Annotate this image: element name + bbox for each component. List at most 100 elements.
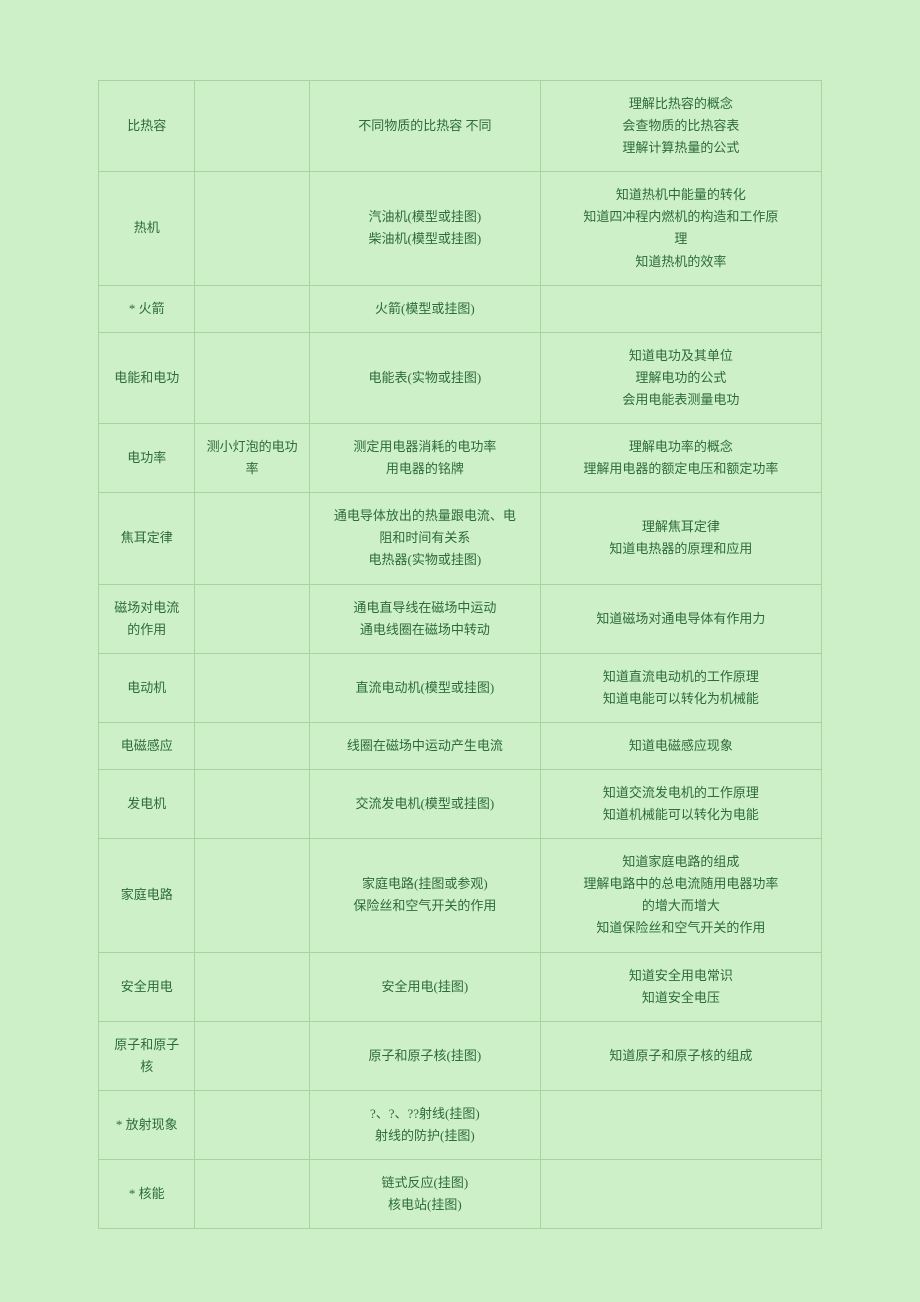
cell-text: 阻和时间有关系 [316,527,534,549]
table-cell-col2 [195,584,309,653]
table-cell-col4 [540,1090,821,1159]
cell-text: 热机 [105,217,188,239]
table-cell-col4: 理解焦耳定律知道电热器的原理和应用 [540,493,821,584]
table-row: 热机汽油机(模型或挂图)柴油机(模型或挂图)知道热机中能量的转化知道四冲程内燃机… [99,172,822,285]
table-cell-col1: 电磁感应 [99,722,195,769]
cell-text: 知道直流电动机的工作原理 [547,666,815,688]
cell-text: 知道热机的效率 [547,251,815,273]
cell-text: 交流发电机(模型或挂图) [316,793,534,815]
table-row: 电能和电功电能表(实物或挂图)知道电功及其单位理解电功的公式会用电能表测量电功 [99,332,822,423]
table-cell-col1: 家庭电路 [99,839,195,952]
cell-text: 汽油机(模型或挂图) [316,206,534,228]
table-cell-col4: 知道交流发电机的工作原理知道机械能可以转化为电能 [540,769,821,838]
table-cell-col1: * 火箭 [99,285,195,332]
table-body: 比热容不同物质的比热容 不同理解比热容的概念会查物质的比热容表理解计算热量的公式… [99,81,822,1229]
cell-text: * 火箭 [105,298,188,320]
cell-text: 发电机 [105,793,188,815]
cell-text: * 核能 [105,1183,188,1205]
table-cell-col4: 知道直流电动机的工作原理知道电能可以转化为机械能 [540,653,821,722]
cell-text: 的增大而增大 [547,895,815,917]
table-cell-col3: 通电导体放出的热量跟电流、电阻和时间有关系电热器(实物或挂图) [309,493,540,584]
cell-text: 不同物质的比热容 不同 [316,115,534,137]
table-row: * 放射现象 ?、?、??射线(挂图)射线的防护(挂图) [99,1090,822,1159]
table-cell-col2 [195,1090,309,1159]
table-cell-col4 [540,285,821,332]
cell-text: 通电导体放出的热量跟电流、电 [316,505,534,527]
table-row: 发电机 交流发电机(模型或挂图) 知道交流发电机的工作原理知道机械能可以转化为电能 [99,769,822,838]
cell-text: 链式反应(挂图) [316,1172,534,1194]
cell-text: 理解用电器的额定电压和额定功率 [547,458,815,480]
cell-text: 知道原子和原子核的组成 [547,1045,815,1067]
cell-text: 知道四冲程内燃机的构造和工作原 [547,206,815,228]
table-cell-col2 [195,769,309,838]
cell-text: 知道电功及其单位 [547,345,815,367]
table-cell-col4: 知道原子和原子核的组成 [540,1021,821,1090]
table-cell-col3: 汽油机(模型或挂图)柴油机(模型或挂图) [309,172,540,285]
cell-text: 磁场对电流 [105,597,188,619]
cell-text: 测小灯泡的电功率 [201,436,302,480]
table-cell-col1: 电能和电功 [99,332,195,423]
table-cell-col2 [195,722,309,769]
table-row: 电磁感应 线圈在磁场中运动产生电流知道电磁感应现象 [99,722,822,769]
table-cell-col2 [195,285,309,332]
table-cell-col2 [195,493,309,584]
table-cell-col4: 知道磁场对通电导体有作用力 [540,584,821,653]
table-cell-col3: 线圈在磁场中运动产生电流 [309,722,540,769]
table-row: 原子和原子核原子和原子核(挂图)知道原子和原子核的组成 [99,1021,822,1090]
cell-text: 安全用电(挂图) [316,976,534,998]
table-cell-col4: 知道安全用电常识知道安全电压 [540,952,821,1021]
table-cell-col1: 电动机 [99,653,195,722]
cell-text: 理解焦耳定律 [547,516,815,538]
table-cell-col3: 链式反应(挂图)核电站(挂图) [309,1160,540,1229]
cell-text: 核 [105,1056,188,1078]
table-cell-col4: 知道热机中能量的转化知道四冲程内燃机的构造和工作原理知道热机的效率 [540,172,821,285]
table-cell-col2 [195,839,309,952]
cell-text: 会用电能表测量电功 [547,389,815,411]
cell-text: ?、?、??射线(挂图) [316,1103,534,1125]
cell-text: 理 [547,228,815,250]
table-cell-col2: 测小灯泡的电功率 [195,424,309,493]
table-cell-col4 [540,1160,821,1229]
cell-text: 知道保险丝和空气开关的作用 [547,917,815,939]
cell-text: 射线的防护(挂图) [316,1125,534,1147]
table-row: * 核能 链式反应(挂图)核电站(挂图) [99,1160,822,1229]
cell-text: 比热容 [105,115,188,137]
cell-text: 知道安全电压 [547,987,815,1009]
cell-text: 知道交流发电机的工作原理 [547,782,815,804]
cell-text: 电动机 [105,677,188,699]
cell-text: 知道电磁感应现象 [547,735,815,757]
cell-text: * 放射现象 [105,1114,188,1136]
cell-text: 测定用电器消耗的电功率 [316,436,534,458]
table-cell-col2 [195,952,309,1021]
table-row: 焦耳定律通电导体放出的热量跟电流、电阻和时间有关系电热器(实物或挂图)理解焦耳定… [99,493,822,584]
table-cell-col1: 磁场对电流的作用 [99,584,195,653]
table-row: 安全用电 安全用电(挂图) 知道安全用电常识知道安全电压 [99,952,822,1021]
table-cell-col3: 不同物质的比热容 不同 [309,81,540,172]
table-cell-col4: 知道家庭电路的组成理解电路中的总电流随用电器功率的增大而增大知道保险丝和空气开关… [540,839,821,952]
physics-curriculum-table: 比热容不同物质的比热容 不同理解比热容的概念会查物质的比热容表理解计算热量的公式… [98,80,822,1229]
cell-text: 柴油机(模型或挂图) [316,228,534,250]
table-row: 电动机 直流电动机(模型或挂图) 知道直流电动机的工作原理知道电能可以转化为机械能 [99,653,822,722]
table-cell-col1: 焦耳定律 [99,493,195,584]
cell-text: 电功率 [105,447,188,469]
cell-text: 家庭电路 [105,884,188,906]
cell-text: 直流电动机(模型或挂图) [316,677,534,699]
table-row: 家庭电路家庭电路(挂图或参观)保险丝和空气开关的作用知道家庭电路的组成理解电路中… [99,839,822,952]
cell-text: 会查物质的比热容表 [547,115,815,137]
cell-text: 知道热机中能量的转化 [547,184,815,206]
cell-text: 理解电功率的概念 [547,436,815,458]
table-cell-col3: 测定用电器消耗的电功率用电器的铭牌 [309,424,540,493]
cell-text: 核电站(挂图) [316,1194,534,1216]
cell-text: 知道机械能可以转化为电能 [547,804,815,826]
cell-text: 原子和原子 [105,1034,188,1056]
table-cell-col1: 安全用电 [99,952,195,1021]
table-cell-col3: 直流电动机(模型或挂图) [309,653,540,722]
cell-text: 保险丝和空气开关的作用 [316,895,534,917]
table-cell-col1: 发电机 [99,769,195,838]
cell-text: 线圈在磁场中运动产生电流 [316,735,534,757]
table-cell-col2 [195,1021,309,1090]
table-cell-col1: 热机 [99,172,195,285]
table-row: 磁场对电流的作用通电直导线在磁场中运动通电线圈在磁场中转动知道磁场对通电导体有作… [99,584,822,653]
cell-text: 理解计算热量的公式 [547,137,815,159]
table-cell-col1: * 放射现象 [99,1090,195,1159]
